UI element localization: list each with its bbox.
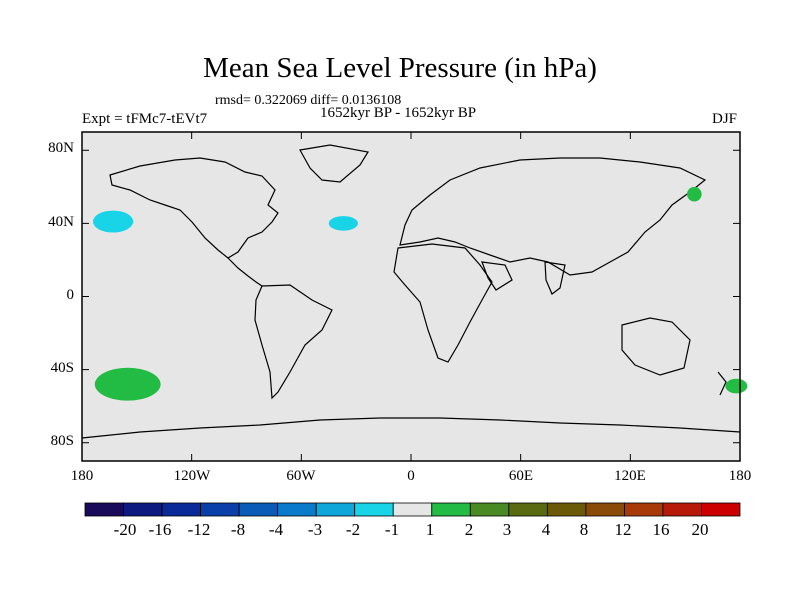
coast-new-zealand bbox=[717, 371, 727, 396]
colorbar-label: -2 bbox=[345, 520, 361, 539]
lon-label-120e: 120E bbox=[614, 468, 646, 484]
map-background bbox=[82, 132, 740, 461]
experiment-label: Expt = tFMc7-tEVt7 bbox=[82, 111, 208, 127]
anomaly-north-atlantic-negative bbox=[328, 216, 358, 231]
colorbar-swatch bbox=[431, 502, 471, 517]
lat-label-80s: 80S bbox=[50, 433, 74, 449]
colorbar-swatch bbox=[354, 502, 394, 517]
coastlines bbox=[81, 144, 741, 439]
colorbar-label: 3 bbox=[502, 520, 512, 539]
plot-title: Mean Sea Level Pressure (in hPa) bbox=[203, 52, 597, 84]
anomaly-north-pacific-negative bbox=[92, 210, 134, 233]
season-label: DJF bbox=[712, 111, 738, 127]
colorbar-swatch bbox=[315, 502, 356, 517]
colorbar-swatch bbox=[161, 502, 201, 517]
lat-label-0: 0 bbox=[66, 287, 75, 303]
colorbar-swatch bbox=[238, 502, 279, 517]
colorbar-swatch bbox=[469, 502, 510, 517]
lon-label-180e: 180 bbox=[728, 468, 752, 484]
colorbar-swatch bbox=[546, 502, 587, 517]
colorbar-swatch bbox=[624, 502, 664, 517]
colorbar-swatch bbox=[200, 502, 240, 517]
coast-north-america bbox=[109, 157, 279, 259]
colorbar-swatch bbox=[84, 502, 124, 517]
colorbar-label: 12 bbox=[614, 520, 632, 539]
colorbar-label: -1 bbox=[384, 520, 400, 539]
coast-arabia bbox=[481, 261, 513, 291]
coast-central-america bbox=[227, 257, 263, 287]
colorbar-label: -12 bbox=[187, 520, 211, 539]
anomaly-south-east-edge-positive bbox=[725, 378, 748, 394]
colorbar-swatch bbox=[277, 502, 317, 517]
colorbar-label: -20 bbox=[113, 520, 137, 539]
colorbar-swatch bbox=[392, 502, 433, 517]
anomaly-south-pacific-positive bbox=[94, 367, 161, 401]
lon-label-60w: 60W bbox=[286, 468, 316, 484]
colorbar-label: 1 bbox=[425, 520, 435, 539]
colorbar-label: -8 bbox=[230, 520, 246, 539]
lat-label-40s: 40S bbox=[50, 360, 74, 376]
coast-europe-asia bbox=[399, 157, 707, 276]
colorbar-label: -16 bbox=[148, 520, 172, 539]
coast-south-america bbox=[254, 284, 333, 400]
colorbar-label: 20 bbox=[691, 520, 709, 539]
coast-india bbox=[544, 261, 566, 295]
coast-australia bbox=[621, 317, 691, 376]
coast-greenland bbox=[299, 144, 369, 183]
colorbar-label: -4 bbox=[268, 520, 284, 539]
colorbar-label: 8 bbox=[579, 520, 589, 539]
lon-label-180w: 180 bbox=[70, 468, 94, 484]
colorbar-swatch bbox=[508, 502, 548, 517]
colorbar-swatch bbox=[701, 502, 741, 517]
colorbar-label: -3 bbox=[307, 520, 323, 539]
colorbar-swatch bbox=[662, 502, 702, 517]
lon-label-0: 0 bbox=[407, 468, 415, 484]
coast-africa bbox=[393, 243, 493, 363]
colorbar-label: 16 bbox=[652, 520, 670, 539]
lon-label-60e: 60E bbox=[508, 468, 534, 484]
colorbar-label: 4 bbox=[541, 520, 551, 539]
lat-label-40n: 40N bbox=[48, 214, 74, 230]
colorbar-swatch bbox=[585, 502, 625, 517]
anomaly-kamchatka-positive bbox=[686, 186, 702, 202]
stats-subtitle: rmsd= 0.322069 diff= 0.0136108 bbox=[215, 93, 402, 108]
lat-label-80n: 80N bbox=[48, 140, 74, 156]
coast-antarctica bbox=[81, 417, 741, 439]
colorbar-swatch bbox=[123, 502, 163, 517]
lon-label-120w: 120W bbox=[173, 468, 211, 484]
colorbar-label: 2 bbox=[464, 520, 474, 539]
period-subtitle: 1652kyr BP - 1652kyr BP bbox=[320, 105, 477, 121]
